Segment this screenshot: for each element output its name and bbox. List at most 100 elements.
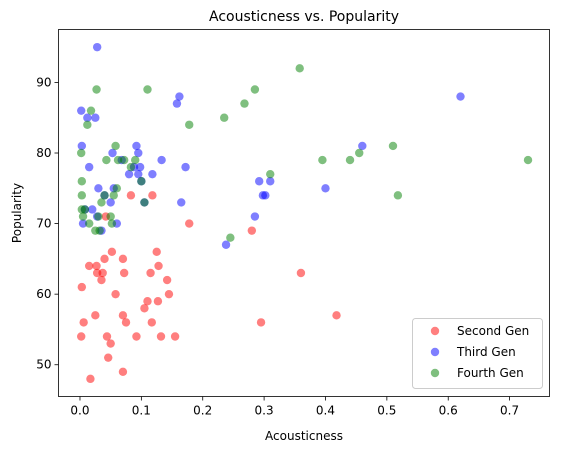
chart-title: Acousticness vs. Popularity xyxy=(209,9,399,25)
data-point xyxy=(95,226,104,235)
data-point xyxy=(97,198,106,207)
data-point xyxy=(77,282,87,292)
data-point xyxy=(181,162,190,172)
data-point xyxy=(296,268,306,278)
data-point xyxy=(148,169,157,179)
y-axis-label: Popularity xyxy=(10,183,24,243)
data-point xyxy=(226,233,235,242)
data-point xyxy=(170,332,180,341)
data-point xyxy=(140,304,149,313)
data-point xyxy=(83,120,92,129)
data-point xyxy=(100,191,109,200)
data-point xyxy=(80,205,90,214)
data-point xyxy=(172,99,182,108)
data-point xyxy=(153,297,163,306)
data-point xyxy=(108,148,117,158)
data-point xyxy=(112,184,122,193)
points-layer xyxy=(77,42,533,384)
data-point xyxy=(132,141,141,151)
legend-label: Third Gen xyxy=(456,345,516,359)
legend-label: Fourth Gen xyxy=(457,366,524,380)
data-point xyxy=(295,64,304,73)
data-point xyxy=(92,85,101,94)
data-point xyxy=(86,374,95,384)
data-point xyxy=(146,268,155,278)
data-point xyxy=(77,141,87,151)
data-point xyxy=(332,311,341,320)
data-point xyxy=(118,254,128,264)
x-tick-label: 0.0 xyxy=(70,404,89,418)
legend-box xyxy=(412,318,543,389)
x-tick-label: 0.6 xyxy=(439,404,458,418)
data-point xyxy=(84,261,94,271)
data-point xyxy=(126,162,136,172)
data-point xyxy=(250,85,260,94)
data-point xyxy=(106,339,115,348)
data-point xyxy=(162,275,172,285)
data-point xyxy=(106,212,115,221)
data-point xyxy=(119,268,129,278)
data-point xyxy=(152,247,161,257)
data-point xyxy=(98,268,107,278)
data-point xyxy=(456,92,465,101)
data-point xyxy=(77,177,87,186)
data-point xyxy=(266,177,275,186)
data-point xyxy=(107,219,117,228)
data-point xyxy=(250,212,260,221)
x-axis-ticks: 0.0 0.1 0.2 0.3 0.4 0.5 0.6 0.7 xyxy=(70,396,519,418)
data-point xyxy=(318,155,327,165)
data-point xyxy=(147,318,156,327)
data-point xyxy=(78,212,88,221)
data-point xyxy=(132,332,141,341)
x-tick-label: 0.3 xyxy=(255,404,274,418)
data-point xyxy=(77,106,86,115)
data-point xyxy=(164,289,174,299)
data-point xyxy=(118,311,128,320)
x-axis-label: Acousticness xyxy=(265,429,343,443)
data-point xyxy=(88,205,97,214)
y-tick-label: 50 xyxy=(36,358,51,372)
data-point xyxy=(92,42,102,52)
data-point xyxy=(220,113,229,122)
data-point xyxy=(321,184,330,193)
data-point xyxy=(94,212,103,221)
data-point xyxy=(156,332,166,341)
data-point xyxy=(118,367,128,376)
data-point xyxy=(388,141,398,151)
data-point xyxy=(221,240,231,249)
data-point xyxy=(266,169,275,179)
data-point xyxy=(77,332,86,341)
data-point xyxy=(523,155,533,165)
data-point xyxy=(157,155,166,165)
data-point xyxy=(84,162,94,172)
legend-marker xyxy=(430,347,440,357)
y-tick-label: 70 xyxy=(36,217,51,231)
data-point xyxy=(109,191,118,200)
legend: Second Gen Third Gen Fourth Gen xyxy=(412,318,543,389)
data-point xyxy=(247,226,257,235)
y-tick-label: 60 xyxy=(36,287,51,301)
data-point xyxy=(185,219,194,228)
data-point xyxy=(256,318,266,327)
series-fourth-gen xyxy=(77,64,533,242)
data-point xyxy=(185,120,194,129)
data-point xyxy=(131,155,140,165)
plot-frame xyxy=(58,29,550,397)
data-point xyxy=(102,155,111,165)
data-point xyxy=(137,177,146,186)
data-point xyxy=(255,177,264,186)
x-tick-label: 0.4 xyxy=(316,404,335,418)
x-tick-label: 0.1 xyxy=(132,404,151,418)
data-point xyxy=(355,148,364,158)
data-point xyxy=(91,113,100,122)
data-point xyxy=(106,198,115,207)
data-point xyxy=(83,113,92,122)
data-point xyxy=(345,155,355,165)
data-point xyxy=(107,247,117,257)
x-tick-label: 0.2 xyxy=(193,404,212,418)
data-point xyxy=(111,141,120,151)
data-point xyxy=(134,148,143,158)
y-axis-ticks: 50 60 70 80 90 xyxy=(36,75,59,372)
data-point xyxy=(104,353,113,362)
data-point xyxy=(358,141,367,151)
